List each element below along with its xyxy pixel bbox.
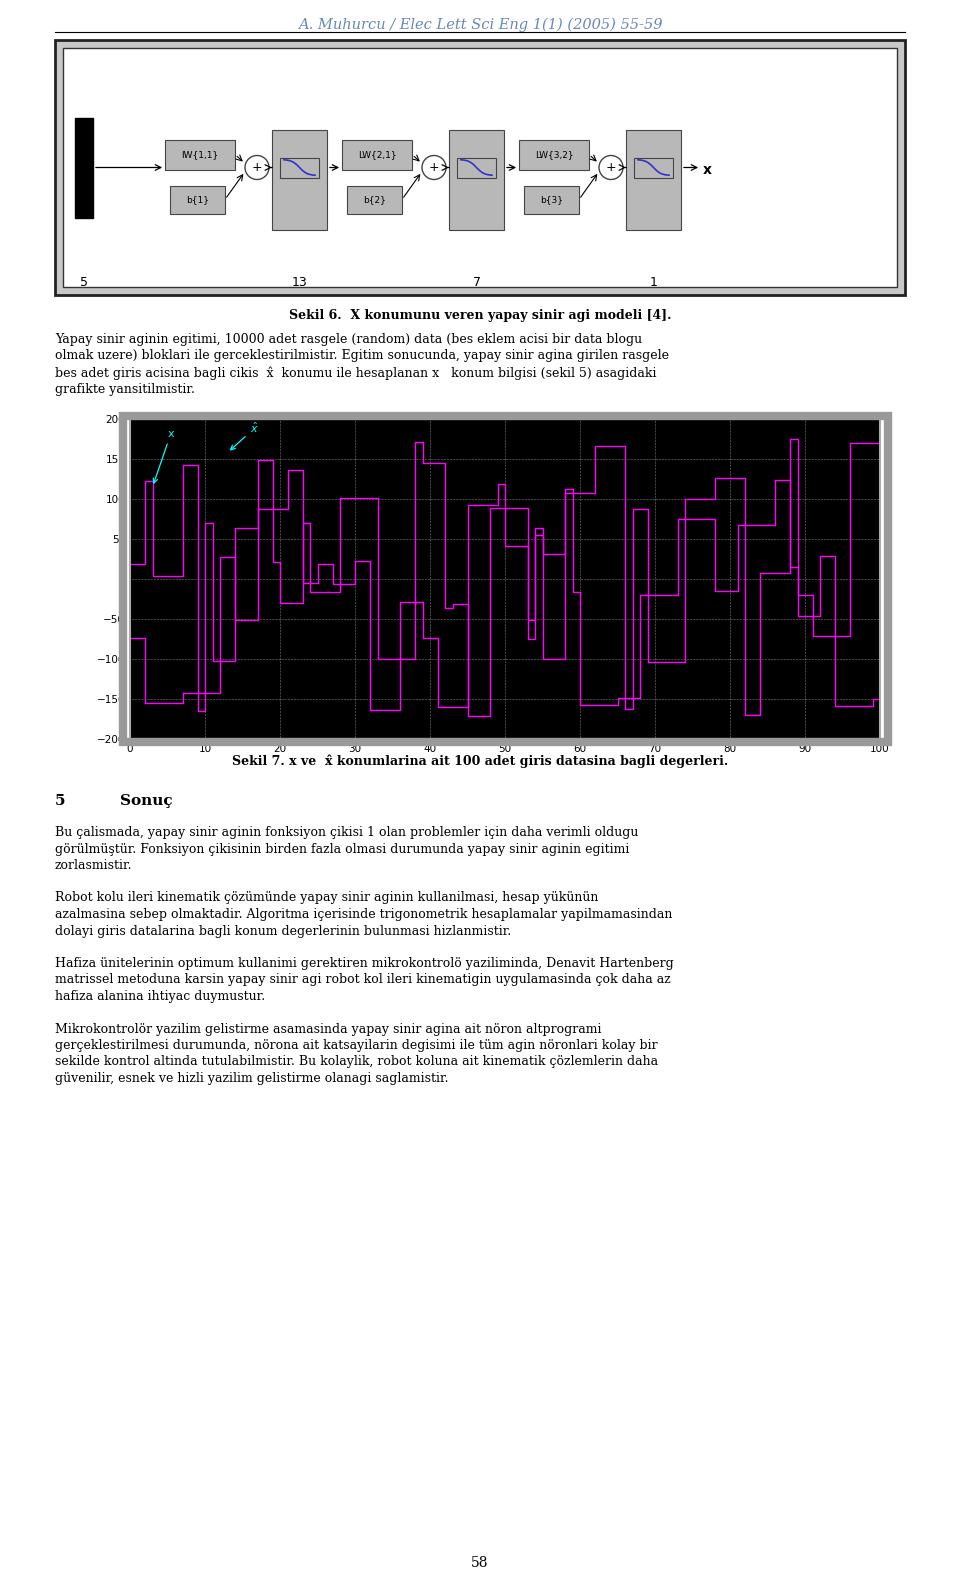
Text: +: + [606, 162, 616, 174]
Text: +: + [252, 162, 262, 174]
Text: Sekil 7. x ve  x̂ konumlarina ait 100 adet giris datasina bagli degerleri.: Sekil 7. x ve x̂ konumlarina ait 100 ade… [232, 753, 728, 768]
Text: $\hat{x}$: $\hat{x}$ [230, 420, 259, 450]
Text: Mikrokontrolör yazilim gelistirme asamasinda yapay sinir agina ait nöron altprog: Mikrokontrolör yazilim gelistirme asamas… [55, 1023, 602, 1036]
Text: azalmasina sebep olmaktadir. Algoritma içerisinde trigonometrik hesaplamalar yap: azalmasina sebep olmaktadir. Algoritma i… [55, 909, 672, 921]
Bar [449, 130, 504, 230]
Text: LW{3,2}: LW{3,2} [535, 151, 573, 159]
Bar [634, 157, 673, 178]
Bar [280, 157, 319, 178]
Text: Bu çalismada, yapay sinir aginin fonksiyon çikisi 1 olan problemler için daha ve: Bu çalismada, yapay sinir aginin fonksiy… [55, 826, 638, 839]
Text: hafiza alanina ihtiyac duymustur.: hafiza alanina ihtiyac duymustur. [55, 990, 265, 1002]
Bar [524, 186, 579, 214]
Bar [626, 130, 681, 230]
Text: Hafiza ünitelerinin optimum kullanimi gerektiren mikrokontrolö yaziliminda, Dena: Hafiza ünitelerinin optimum kullanimi ge… [55, 956, 674, 971]
Text: sekilde kontrol altinda tutulabilmistir. Bu kolaylik, robot koluna ait kinematik: sekilde kontrol altinda tutulabilmistir.… [55, 1056, 659, 1069]
Text: zorlasmistir.: zorlasmistir. [55, 860, 132, 872]
Text: grafikte yansitilmistir.: grafikte yansitilmistir. [55, 382, 195, 395]
Bar [342, 140, 412, 170]
Text: x: x [154, 428, 174, 484]
Bar [165, 140, 235, 170]
Bar [519, 140, 589, 170]
Text: gerçeklestirilmesi durumunda, nörona ait katsayilarin degisimi ile tüm agin nöro: gerçeklestirilmesi durumunda, nörona ait… [55, 1039, 658, 1052]
Text: 13: 13 [292, 276, 307, 290]
Bar [170, 186, 225, 214]
Text: dolayi giris datalarina bagli konum degerlerinin bulunmasi hizlanmistir.: dolayi giris datalarina bagli konum dege… [55, 925, 512, 937]
Text: olmak uzere) bloklari ile gerceklestirilmistir. Egitim sonucunda, yapay sinir ag: olmak uzere) bloklari ile gerceklestiril… [55, 349, 669, 363]
Bar [272, 130, 327, 230]
Text: Sonuç: Sonuç [120, 795, 173, 807]
Text: +: + [429, 162, 440, 174]
Text: 1: 1 [650, 276, 658, 290]
Text: 7: 7 [472, 276, 481, 290]
Text: x: x [703, 162, 712, 176]
Text: b{3}: b{3} [540, 195, 563, 205]
Text: b{1}: b{1} [186, 195, 209, 205]
Text: güvenilir, esnek ve hizli yazilim gelistirme olanagi saglamistir.: güvenilir, esnek ve hizli yazilim gelist… [55, 1072, 448, 1085]
Bar [55, 40, 905, 295]
Bar [75, 117, 93, 217]
Text: Yapay sinir aginin egitimi, 10000 adet rasgele (random) data (bes eklem acisi bi: Yapay sinir aginin egitimi, 10000 adet r… [55, 333, 642, 346]
Text: görülmüştür. Fonksiyon çikisinin birden fazla olmasi durumunda yapay sinir agini: görülmüştür. Fonksiyon çikisinin birden … [55, 842, 630, 855]
Text: b{2}: b{2} [363, 195, 386, 205]
Text: 5: 5 [55, 795, 65, 807]
Text: 58: 58 [471, 1556, 489, 1570]
Bar [347, 186, 402, 214]
Bar [123, 416, 887, 742]
Text: IW{1,1}: IW{1,1} [181, 151, 219, 159]
Text: Sekil 6.  X konumunu veren yapay sinir agi modeli [4].: Sekil 6. X konumunu veren yapay sinir ag… [289, 309, 671, 322]
Bar [457, 157, 496, 178]
Text: LW{2,1}: LW{2,1} [358, 151, 396, 159]
Text: 5: 5 [80, 276, 88, 290]
Text: Robot kolu ileri kinematik çözümünde yapay sinir aginin kullanilmasi, hesap yükü: Robot kolu ileri kinematik çözümünde yap… [55, 891, 598, 904]
Text: A. Muhurcu / Elec Lett Sci Eng 1(1) (2005) 55-59: A. Muhurcu / Elec Lett Sci Eng 1(1) (200… [298, 17, 662, 32]
Text: bes adet giris acisina bagli cikis  x̂  konumu ile hesaplanan x   konum bilgisi : bes adet giris acisina bagli cikis x̂ ko… [55, 366, 657, 379]
Text: matrissel metoduna karsin yapay sinir agi robot kol ileri kinematigin uygulamasi: matrissel metoduna karsin yapay sinir ag… [55, 974, 671, 986]
Bar [63, 48, 897, 287]
